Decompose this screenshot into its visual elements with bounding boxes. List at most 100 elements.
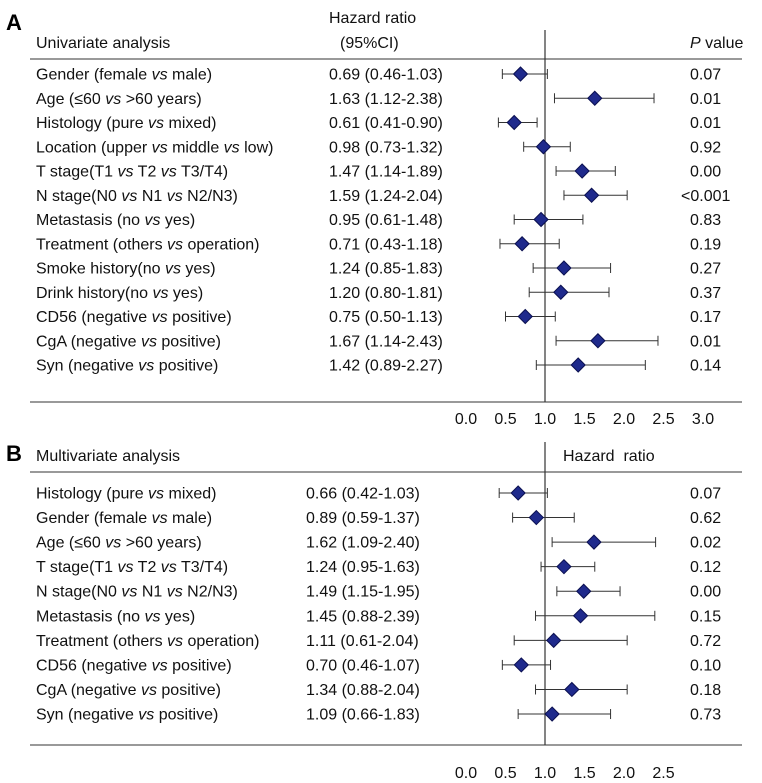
hazard-ratio-point bbox=[586, 534, 602, 550]
hazard-ratio-ci: 1.20 (0.80-1.81) bbox=[329, 285, 443, 302]
x-tick-label: 0.5 bbox=[494, 411, 516, 428]
hazard-ratio-point bbox=[545, 632, 562, 649]
hazard-ratio-header: Hazard ratio bbox=[329, 10, 416, 27]
panel-title: Univariate analysis bbox=[36, 35, 170, 52]
row-label: CD56 (negative vs positive) bbox=[36, 309, 232, 326]
row-label: Age (≤60 vs >60 years) bbox=[36, 535, 202, 552]
row-label: Drink history(no vs yes) bbox=[36, 285, 203, 302]
p-value: 0.07 bbox=[690, 67, 721, 84]
hazard-ratio-point bbox=[506, 114, 522, 131]
row-label: Location (upper vs middle vs low) bbox=[36, 139, 273, 156]
p-value: 0.01 bbox=[690, 333, 721, 350]
x-tick-label: 0.0 bbox=[455, 411, 477, 428]
x-tick-label: 2.5 bbox=[652, 765, 674, 782]
hazard-ratio-ci: 0.66 (0.42-1.03) bbox=[306, 486, 420, 503]
x-tick-label: 0.0 bbox=[455, 765, 477, 782]
row-label: Gender (female vs male) bbox=[36, 67, 212, 84]
row-label: Metastasis (no vs yes) bbox=[36, 212, 195, 229]
hazard-ratio-header: Hazard ratio bbox=[563, 448, 655, 465]
hazard-ratio-point bbox=[564, 681, 580, 698]
hazard-ratio-point bbox=[512, 66, 529, 82]
hazard-ratio-point bbox=[514, 236, 530, 252]
p-value: 0.37 bbox=[690, 285, 721, 302]
row-label: Gender (female vs male) bbox=[36, 510, 212, 527]
hazard-ratio-point bbox=[572, 608, 589, 624]
p-value: 0.73 bbox=[690, 707, 721, 724]
p-value: 0.12 bbox=[690, 559, 721, 576]
hazard-ratio-ci: 0.70 (0.46-1.07) bbox=[306, 657, 420, 674]
row-label: T stage(T1 vs T2 vs T3/T4) bbox=[36, 164, 228, 181]
p-value: 0.00 bbox=[690, 164, 721, 181]
panel-title: Multivariate analysis bbox=[36, 448, 180, 465]
row-label: Metastasis (no vs yes) bbox=[36, 608, 195, 625]
p-value: 0.72 bbox=[690, 633, 721, 650]
hazard-ratio-point bbox=[576, 583, 592, 599]
hazard-ratio-point bbox=[544, 706, 560, 722]
row-label: Smoke history(no vs yes) bbox=[36, 261, 216, 278]
x-tick-label: 1.0 bbox=[534, 411, 556, 428]
p-value: 0.01 bbox=[690, 91, 721, 108]
hazard-ratio-ci: 0.71 (0.43-1.18) bbox=[329, 236, 443, 253]
hazard-ratio-ci: 1.47 (1.14-1.89) bbox=[329, 164, 443, 181]
hazard-ratio-point bbox=[533, 211, 549, 228]
p-value: 0.18 bbox=[690, 682, 721, 699]
p-value: 0.92 bbox=[690, 139, 721, 156]
x-tick-label: 1.5 bbox=[573, 765, 595, 782]
x-tick-label: 1.5 bbox=[573, 411, 595, 428]
hazard-ratio-ci: 1.24 (0.85-1.83) bbox=[329, 261, 443, 278]
hazard-ratio-point bbox=[590, 333, 606, 349]
hazard-ratio-point bbox=[574, 163, 590, 179]
hazard-ratio-ci: 0.61 (0.41-0.90) bbox=[329, 115, 443, 132]
panel-letter-B: B bbox=[6, 441, 22, 466]
p-value: 0.15 bbox=[690, 608, 721, 625]
hazard-ratio-ci: 1.09 (0.66-1.83) bbox=[306, 707, 420, 724]
hazard-ratio-ci: 1.62 (1.09-2.40) bbox=[306, 535, 420, 552]
hazard-ratio-ci: 1.67 (1.14-2.43) bbox=[329, 333, 443, 350]
x-tick-label: 1.0 bbox=[534, 765, 556, 782]
hazard-ratio-point bbox=[535, 139, 552, 155]
hazard-ratio-point bbox=[510, 485, 526, 501]
hazard-ratio-ci: 1.34 (0.88-2.04) bbox=[306, 682, 420, 699]
hazard-ratio-ci: 1.63 (1.12-2.38) bbox=[329, 91, 443, 108]
row-label: T stage(T1 vs T2 vs T3/T4) bbox=[36, 559, 228, 576]
hazard-ratio-ci: 1.24 (0.95-1.63) bbox=[306, 559, 420, 576]
p-value: 0.83 bbox=[690, 212, 721, 229]
x-tick-label: 2.0 bbox=[613, 765, 635, 782]
hazard-ratio-point bbox=[513, 657, 530, 673]
hazard-ratio-ci: 0.69 (0.46-1.03) bbox=[329, 67, 443, 84]
panel-letter-A: A bbox=[6, 10, 22, 35]
hazard-ratio-ci: 0.95 (0.61-1.48) bbox=[329, 212, 443, 229]
row-label: Age (≤60 vs >60 years) bbox=[36, 91, 202, 108]
p-value: <0.001 bbox=[681, 188, 730, 205]
p-value: 0.14 bbox=[690, 358, 721, 375]
p-value: 0.62 bbox=[690, 510, 721, 527]
row-label: N stage(N0 vs N1 vs N2/N3) bbox=[36, 188, 238, 205]
hazard-ratio-ci: 1.45 (0.88-2.39) bbox=[306, 608, 420, 625]
row-label: Syn (negative vs positive) bbox=[36, 707, 218, 724]
row-label: Treatment (others vs operation) bbox=[36, 236, 260, 253]
hazard-ratio-ci: 1.59 (1.24-2.04) bbox=[329, 188, 443, 205]
p-value-header: P value bbox=[690, 35, 743, 52]
hazard-ratio-point bbox=[556, 558, 572, 575]
hazard-ratio-ci: 1.42 (0.89-2.27) bbox=[329, 358, 443, 375]
hazard-ratio-point bbox=[570, 357, 586, 373]
hazard-ratio-point bbox=[556, 260, 572, 276]
p-value: 0.27 bbox=[690, 261, 721, 278]
hazard-ratio-point bbox=[553, 284, 569, 300]
hazard-ratio-ci: 1.49 (1.15-1.95) bbox=[306, 584, 420, 601]
row-label: CD56 (negative vs positive) bbox=[36, 657, 232, 674]
hazard-ratio-ci: 0.89 (0.59-1.37) bbox=[306, 510, 420, 527]
hazard-ratio-point bbox=[587, 90, 603, 106]
x-tick-label: 3.0 bbox=[692, 411, 714, 428]
p-value: 0.19 bbox=[690, 236, 721, 253]
row-label: Histology (pure vs mixed) bbox=[36, 486, 217, 503]
row-label: N stage(N0 vs N1 vs N2/N3) bbox=[36, 584, 238, 601]
x-tick-label: 2.0 bbox=[613, 411, 635, 428]
row-label: Histology (pure vs mixed) bbox=[36, 115, 217, 132]
row-label: CgA (negative vs positive) bbox=[36, 682, 221, 699]
ci-header: (95%CI) bbox=[340, 35, 399, 52]
hazard-ratio-ci: 0.75 (0.50-1.13) bbox=[329, 309, 443, 326]
row-label: Treatment (others vs operation) bbox=[36, 633, 260, 650]
p-value: 0.02 bbox=[690, 535, 721, 552]
